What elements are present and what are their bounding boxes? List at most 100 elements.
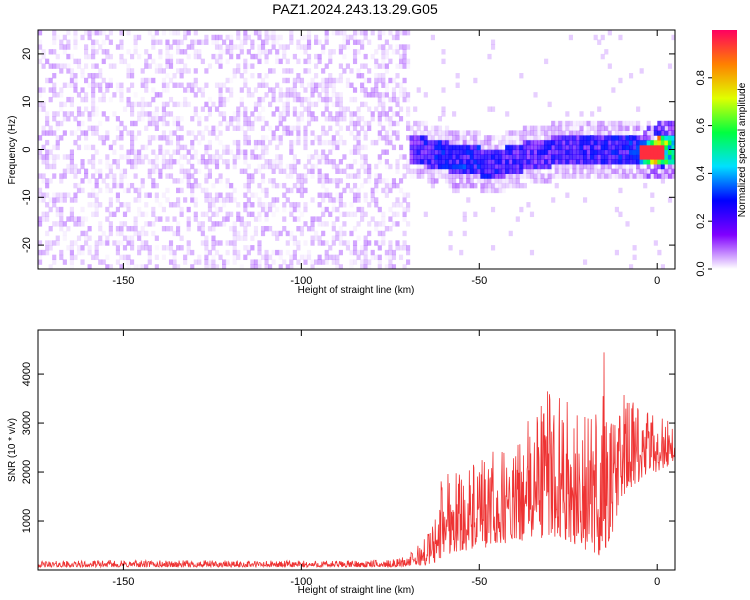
spectrogram-cell (161, 77, 166, 84)
spectrogram-cell (600, 154, 605, 160)
spectrogram-cell (190, 139, 195, 146)
spectrogram-cell (653, 149, 658, 155)
spectrogram-cell (360, 39, 365, 45)
spectrogram-cell (76, 187, 82, 194)
spectrogram-cell (133, 197, 138, 203)
spectrogram-cell (179, 235, 184, 241)
spectrogram-cell (130, 225, 135, 232)
spectrogram-cell (317, 254, 322, 261)
spectrogram-cell (360, 73, 365, 79)
spectrogram-cell (80, 216, 85, 222)
spectrogram-cell (388, 182, 393, 189)
spectrogram-cell (604, 168, 609, 174)
spectrogram-cell (306, 111, 312, 117)
spectrogram-cell (331, 206, 336, 213)
spectrogram-cell (257, 101, 262, 108)
spectrogram-cell (130, 135, 135, 141)
spectrogram-cell (352, 197, 358, 203)
spectrogram-cell (168, 225, 174, 232)
spectrogram-cell (275, 39, 280, 45)
spectrogram-cell (257, 197, 262, 203)
spectrogram-cell (604, 144, 609, 151)
spectrogram-cell (593, 130, 598, 136)
spectrogram-cell (547, 163, 552, 170)
spectrogram-cell (321, 230, 326, 237)
spectrogram-cell (62, 63, 67, 69)
spectrogram-cell (342, 202, 347, 208)
spectrogram-cell (130, 245, 135, 251)
spectrogram-cell (646, 163, 651, 170)
spectrogram-cell (115, 135, 120, 141)
spectrogram-cell (183, 34, 188, 41)
spectrogram-cell (236, 254, 241, 261)
spectrogram-cell (501, 154, 506, 160)
spectrogram-cell (211, 182, 216, 189)
spectrogram-cell (179, 187, 184, 194)
spectrogram-cell (115, 192, 120, 198)
spectrogram-cell (515, 149, 520, 155)
spectrogram-cell (38, 197, 43, 203)
spectrogram-cell (430, 139, 435, 146)
spectrogram-cell (328, 111, 333, 117)
spectrogram-cell (568, 173, 573, 179)
spectrogram-cell (204, 116, 209, 122)
spectrogram-cell (575, 154, 581, 160)
spectrogram-cell (179, 125, 184, 131)
spectrogram-cell (144, 101, 149, 108)
spectrogram-cell (176, 225, 181, 232)
spectrogram-x-tick-label: -100 (290, 275, 312, 287)
spectrogram-cell (151, 135, 156, 141)
spectrogram-cell (243, 68, 248, 74)
spectrogram-cell (391, 92, 397, 98)
spectrogram-cell (406, 120, 411, 127)
spectrogram-cell (38, 259, 43, 265)
spectrogram-cell (349, 211, 354, 218)
spectrogram-cell (632, 173, 637, 179)
spectrogram-cell (441, 58, 446, 65)
spectrogram-cell (306, 225, 312, 232)
spectrogram-cell (639, 163, 644, 170)
spectrogram-cell (487, 53, 492, 60)
spectrogram-cell (154, 192, 159, 198)
spectrogram-cell (441, 49, 446, 55)
spectrogram-cell (519, 144, 524, 151)
spectrogram-cell (69, 197, 74, 203)
spectrogram-cell (590, 125, 595, 131)
spectrogram-cell (352, 125, 358, 131)
spectrogram-cell (321, 68, 326, 74)
spectrogram-cell (377, 221, 382, 227)
spectrogram-cell (384, 192, 389, 198)
spectrogram-cell (582, 173, 588, 179)
spectrogram-cell (356, 49, 361, 55)
spectrogram-cell (133, 34, 138, 41)
spectrogram-cell (275, 182, 280, 189)
spectrogram-cell (204, 259, 209, 265)
spectrogram-cell (296, 240, 301, 246)
spectrogram-cell (211, 264, 216, 269)
spectrogram-cell (218, 254, 223, 261)
spectrogram-cell (268, 225, 273, 232)
spectrogram-cell (448, 182, 453, 189)
spectrogram-cell (498, 139, 503, 146)
spectrogram-cell (172, 259, 177, 265)
spectrogram-cell (331, 87, 336, 93)
spectrogram-cell (204, 101, 209, 108)
spectrogram-cell (391, 120, 397, 127)
spectrogram-cell (600, 163, 605, 170)
spectrogram-cell (544, 144, 549, 151)
spectrogram-cell (540, 154, 545, 160)
spectrogram-cell (260, 49, 266, 55)
colorbar-gradient (712, 30, 737, 269)
spectrogram-cell (296, 44, 301, 50)
spectrogram-cell (395, 130, 400, 136)
spectrogram-cell (650, 159, 655, 165)
spectrogram-cell (547, 168, 552, 174)
spectrogram-cell (441, 111, 446, 117)
spectrogram-cell (119, 30, 124, 36)
spectrogram-cell (204, 245, 209, 251)
spectrogram-cell (52, 159, 57, 165)
spectrogram-cell (352, 249, 358, 256)
spectrogram-cell (80, 159, 85, 165)
spectrogram-cell (140, 68, 145, 74)
spectrogram-cell (296, 245, 301, 251)
